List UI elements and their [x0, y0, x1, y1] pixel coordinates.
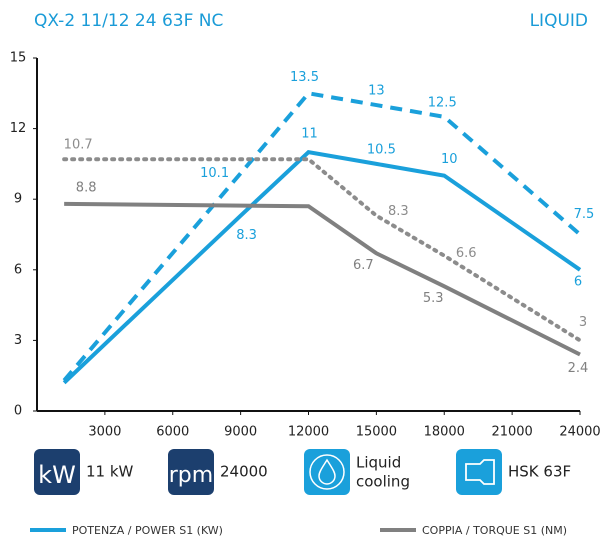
icon-drop — [318, 458, 336, 485]
icon-text: kW — [38, 461, 76, 489]
data-label: 8.3 — [388, 204, 409, 219]
icon-tool — [465, 459, 495, 485]
icon-bg — [34, 449, 80, 495]
x-tick-label: 3000 — [88, 425, 121, 440]
chart-title: QX-2 11/12 24 63F NC — [34, 11, 223, 31]
x-tick-label: 6000 — [156, 425, 189, 440]
data-label: 13 — [368, 84, 385, 99]
series-line — [62, 91, 582, 382]
feature-label: HSK 63F — [508, 463, 571, 481]
data-label: 11 — [301, 127, 318, 142]
icon-bg — [456, 449, 502, 495]
feature-label: cooling — [356, 473, 410, 491]
y-tick-label: 9 — [14, 192, 22, 207]
data-label: 3 — [579, 315, 587, 330]
data-label: 8.3 — [236, 228, 257, 243]
x-tick-label: 9000 — [224, 425, 257, 440]
data-label: 13.5 — [290, 70, 319, 85]
feature-label: Liquid — [356, 454, 401, 472]
icon-bg — [168, 449, 214, 495]
data-label: 12.5 — [428, 95, 457, 110]
chart-subtitle: LIQUID — [530, 11, 588, 31]
data-label: 6.7 — [353, 258, 374, 273]
series-line — [62, 149, 582, 385]
data-label: 6.6 — [456, 246, 477, 261]
data-label: 10.1 — [200, 166, 229, 181]
icon-bg — [304, 449, 350, 495]
y-tick-label: 15 — [10, 51, 27, 66]
data-label: 5.3 — [423, 291, 444, 306]
data-label: 10 — [441, 152, 458, 167]
y-tick-label: 3 — [14, 333, 22, 348]
y-tick-label: 0 — [14, 404, 22, 419]
data-label: 8.8 — [76, 180, 97, 195]
series-line — [64, 201, 581, 357]
data-label: 6 — [574, 274, 582, 289]
series-line — [62, 157, 582, 343]
x-tick-label: 18000 — [424, 425, 465, 440]
data-label: 10.7 — [64, 138, 93, 153]
legend-label: COPPIA / TORQUE S1 (NM) — [422, 524, 567, 537]
feature-label: 24000 — [220, 463, 268, 481]
x-tick-label: 15000 — [356, 425, 397, 440]
x-tick-label: 24000 — [559, 425, 600, 440]
y-tick-label: 12 — [10, 121, 27, 136]
x-tick-label: 21000 — [491, 425, 532, 440]
data-label: 2.4 — [568, 361, 589, 376]
icon-text: rpm — [169, 463, 213, 488]
data-label: 10.5 — [367, 142, 396, 157]
y-tick-label: 6 — [14, 262, 22, 277]
feature-row: kW 11 kW rpm 24000 Liquid cooling HSK 63… — [34, 449, 571, 495]
feature-label: 11 kW — [86, 463, 134, 481]
data-label: 7.5 — [574, 207, 595, 222]
x-tick-label: 12000 — [288, 425, 329, 440]
legend-label: POTENZA / POWER S1 (KW) — [72, 524, 223, 537]
icon-ring — [309, 454, 345, 490]
